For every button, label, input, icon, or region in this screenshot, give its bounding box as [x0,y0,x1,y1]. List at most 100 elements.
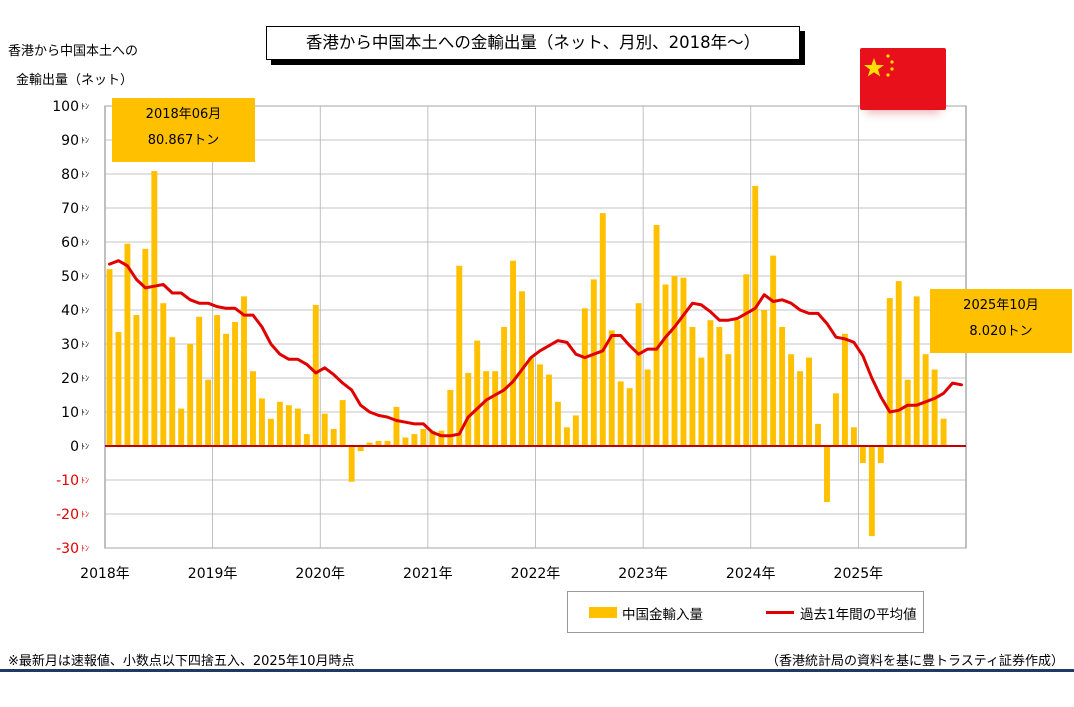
bar-24 [312,304,319,446]
x-tick-label: 2023年 [618,566,668,582]
bar-87 [877,446,884,463]
bar-17 [250,371,256,446]
bar-93 [931,369,938,446]
bar-6 [151,171,158,447]
bar-36 [420,429,427,446]
bar-57 [608,330,615,446]
bar-50 [545,374,552,446]
bar-60 [635,303,642,446]
bar-54 [581,308,588,446]
y-axis-label-line2: 金輸出量（ネット） [16,73,134,88]
bar-14 [223,333,230,446]
bar-5 [142,248,149,446]
bar-10 [187,344,194,446]
y-tick-label: 20 [61,371,79,387]
bar-90 [904,379,911,446]
x-tick-label: 2021年 [403,566,453,582]
bar-65 [680,277,687,446]
bar-2 [115,332,122,446]
y-tick-label: 0 [70,439,79,455]
bar-16 [241,296,247,446]
y-tick-label: 10 [61,405,79,421]
bar-88 [886,298,893,446]
bar-8 [169,337,176,446]
bar-43 [483,371,490,446]
bar-55 [590,279,597,446]
bar-86 [868,446,875,537]
bar-85 [859,446,866,463]
bottom-rule [0,669,1074,672]
bar-53 [572,415,579,446]
avg-line [108,259,963,438]
bar-3 [124,243,131,446]
y-tick-unit: ﾄﾝ [81,340,89,349]
bar-18 [258,398,265,446]
bar-73 [752,185,759,446]
bar-30 [366,442,373,446]
bar-51 [554,401,561,446]
bar-79 [806,357,813,446]
y-tick-unit: ﾄﾝ [81,136,89,145]
bar-4 [133,315,140,446]
bar-94 [940,418,947,446]
bar-59 [626,388,633,446]
bar-39 [447,389,454,446]
x-tick-label: 2020年 [295,566,345,582]
bar-42 [474,340,481,446]
y-tick-unit: ﾄﾝ [81,272,89,281]
bar-82 [832,393,839,446]
bar-61 [644,369,651,446]
y-tick-label: -20 [56,507,79,523]
bar-28 [348,446,355,482]
bar-72 [743,274,750,446]
bar-21 [285,405,292,446]
bar-58 [617,381,624,446]
bar-92 [922,354,929,446]
y-tick-label: 40 [61,303,79,319]
callout-max: 2018年06月 80.867トン [112,98,255,162]
y-tick-label: 80 [61,167,79,183]
x-tick-label: 2019年 [188,566,238,582]
x-tick-label: 2022年 [511,566,561,582]
callout-max-value: 80.867トン [147,133,220,148]
footnote-right: （香港統計局の資料を基に豊トラスティ証券作成） [766,654,1064,669]
bar-35 [411,434,418,446]
callout-latest-date: 2025年10月 [963,298,1039,313]
bar-15 [232,321,239,446]
bar-1 [106,269,113,446]
callout-max-date: 2018年06月 [145,107,222,122]
bar-31 [375,440,382,446]
bar-41 [465,372,472,446]
bar-46 [510,260,517,446]
bar-38 [438,430,445,446]
bar-11 [196,316,203,446]
bar-62 [653,225,660,446]
y-tick-unit: ﾄﾝ [81,374,89,383]
y-tick-label: 90 [61,133,79,149]
bar-75 [770,255,777,446]
footnote-left: ※最新月は速報値、小数点以下四捨五入、2025年10月時点 [8,654,355,669]
bar-13 [214,315,221,446]
callout-latest-value: 8.020トン [969,324,1033,339]
bar-44 [492,371,499,446]
bar-45 [501,327,508,446]
bar-40 [456,265,463,446]
bar-74 [761,310,768,446]
bar-7 [160,303,167,446]
callout-latest: 2025年10月 8.020トン [930,289,1072,353]
y-tick-unit: ﾄﾝ [81,238,89,247]
y-axis-label-line1: 香港から中国本土への [8,44,139,59]
bar-56 [599,213,606,446]
legend: 中国金輸入量 過去1年間の平均値 [567,591,924,633]
y-tick-unit: ﾄﾝ [81,408,89,417]
y-tick-unit: ﾄﾝ [81,306,89,315]
bar-49 [537,364,543,446]
bar-29 [357,446,364,452]
y-tick-unit: ﾄﾝ [81,442,89,451]
bar-80 [815,423,821,446]
bar-12 [205,379,212,446]
bar-70 [725,354,732,446]
bar-22 [294,408,301,446]
y-tick-label: 100 [52,99,79,115]
